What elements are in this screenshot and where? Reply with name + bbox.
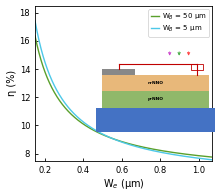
W$_B$ = 5 μm — [152, 150, 155, 152]
W$_B$ = 50 μm — [211, 156, 214, 158]
Bar — [191, 64, 203, 70]
W$_B$ = 5 μm — [211, 159, 214, 161]
Line: W$_B$ = 5 μm: W$_B$ = 5 μm — [35, 21, 212, 160]
W$_B$ = 5 μm — [138, 146, 141, 149]
Legend: W$_B$ = 50 μm, W$_B$ = 5 μm: W$_B$ = 50 μm, W$_B$ = 5 μm — [148, 9, 209, 37]
W$_B$ = 5 μm — [167, 153, 170, 155]
X-axis label: W$_e$ (μm): W$_e$ (μm) — [103, 177, 145, 189]
W$_B$ = 5 μm — [65, 104, 68, 106]
W$_B$ = 50 μm — [167, 151, 170, 153]
W$_B$ = 50 μm — [34, 35, 36, 37]
W$_B$ = 50 μm — [114, 138, 117, 141]
W$_B$ = 5 μm — [114, 139, 117, 141]
Bar — [102, 69, 135, 75]
W$_B$ = 50 μm — [152, 148, 155, 150]
W$_B$ = 50 μm — [79, 121, 82, 123]
Y-axis label: η (%): η (%) — [7, 70, 17, 96]
Text: p-NNO: p-NNO — [147, 97, 164, 101]
Line: W$_B$ = 50 μm: W$_B$ = 50 μm — [35, 36, 212, 157]
W$_B$ = 5 μm — [34, 20, 36, 22]
Text: n-NNO: n-NNO — [147, 81, 164, 85]
W$_B$ = 5 μm — [79, 119, 82, 121]
Bar — [96, 108, 215, 132]
Bar — [102, 91, 209, 108]
W$_B$ = 50 μm — [65, 108, 68, 110]
W$_B$ = 50 μm — [138, 145, 141, 147]
Bar — [102, 75, 209, 91]
